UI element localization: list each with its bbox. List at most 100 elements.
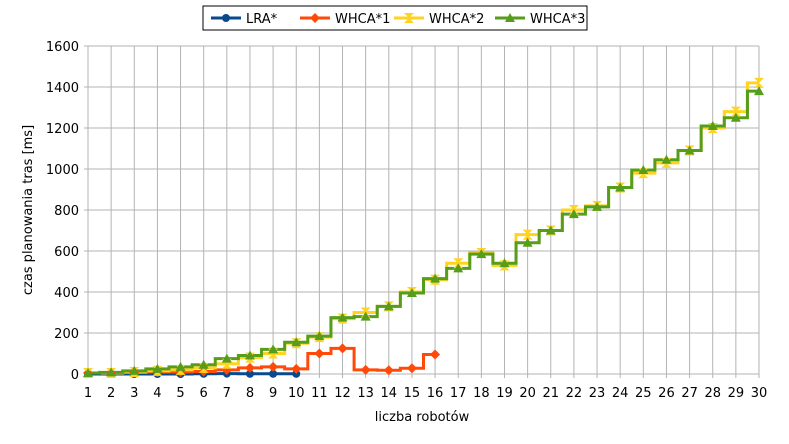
data-point-whca-3	[568, 209, 579, 219]
data-point-whca-1	[291, 363, 302, 374]
x-tick-label: 11	[311, 386, 328, 401]
data-point-whca-3	[383, 301, 394, 311]
data-point-whca-3	[522, 237, 533, 247]
data-point-whca-3	[545, 225, 556, 235]
x-tick-label: 2	[107, 386, 115, 401]
y-tick-label: 1000	[46, 163, 79, 178]
legend-marker-whca-1	[310, 13, 320, 23]
data-point-whca-3	[499, 258, 510, 268]
x-tick-label: 14	[381, 386, 398, 401]
x-tick-label: 19	[496, 386, 513, 401]
x-tick-label: 25	[635, 386, 652, 401]
x-tick-label: 4	[153, 386, 161, 401]
y-tick-label: 600	[54, 245, 79, 260]
legend-marker-whca-3	[505, 13, 515, 22]
data-point-whca-1	[268, 361, 279, 372]
y-axis-title: czas planowania tras [ms]	[21, 125, 36, 295]
data-point-whca-3	[221, 353, 232, 363]
legend-label-whca-1: WHCA*1	[335, 12, 390, 27]
legend-label-lra-: LRA*	[246, 12, 278, 27]
data-point-whca-1	[337, 343, 348, 354]
x-tick-label: 20	[519, 386, 536, 401]
data-point-whca-3	[337, 312, 348, 322]
legend-label-whca-3: WHCA*3	[530, 12, 585, 27]
data-point-whca-3	[638, 165, 649, 175]
series-line-whca-3	[88, 89, 759, 375]
data-point-whca-3	[476, 249, 487, 259]
x-tick-label: 16	[427, 386, 444, 401]
data-point-whca-2	[453, 258, 464, 269]
x-tick-label: 17	[450, 386, 467, 401]
data-point-whca-1	[430, 349, 441, 360]
data-point-whca-3	[268, 344, 279, 354]
data-point-whca-1	[314, 348, 325, 359]
x-tick-label: 29	[728, 386, 745, 401]
data-point-whca-3	[684, 145, 695, 155]
x-tick-label: 10	[288, 386, 305, 401]
data-point-whca-2	[522, 229, 533, 240]
data-point-whca-3	[175, 361, 186, 371]
data-point-whca-1	[383, 365, 394, 376]
data-point-lra-	[269, 369, 278, 378]
x-axis-title: liczba robotów	[375, 410, 470, 425]
marker-layer	[83, 77, 764, 378]
tick-labels: 1 2 3 4 5 6 7 8 9 10 11 12 13 14 15 16 17 18 19 20 21 22 23 24 2…	[46, 40, 767, 401]
data-point-whca-1	[244, 362, 255, 373]
x-tick-label: 28	[704, 386, 721, 401]
grid	[87, 45, 760, 375]
data-point-whca-1	[360, 364, 371, 375]
data-point-whca-3	[707, 120, 718, 130]
x-tick-label: 13	[357, 386, 374, 401]
x-tick-label: 18	[473, 386, 490, 401]
y-tick-label: 1600	[46, 40, 79, 55]
data-point-whca-3	[198, 359, 209, 369]
y-tick-label: 400	[54, 286, 79, 301]
data-point-whca-3	[360, 311, 371, 321]
data-point-whca-3	[592, 201, 603, 211]
x-tick-label: 23	[589, 386, 606, 401]
data-point-whca-3	[244, 350, 255, 360]
x-tick-label: 24	[612, 386, 629, 401]
legend-marker-lra-	[222, 14, 230, 22]
x-tick-label: 12	[334, 386, 351, 401]
y-tick-label: 800	[54, 204, 79, 219]
y-tick-label: 200	[54, 327, 79, 342]
x-tick-label: 7	[223, 386, 231, 401]
y-tick-label: 1200	[46, 122, 79, 137]
data-point-whca-1	[406, 363, 417, 374]
data-point-whca-3	[453, 263, 464, 273]
data-point-whca-2	[730, 106, 741, 117]
data-point-whca-3	[83, 367, 93, 377]
x-tick-label: 8	[246, 386, 254, 401]
x-tick-label: 3	[130, 386, 138, 401]
x-tick-label: 6	[200, 386, 208, 401]
y-tick-label: 1400	[46, 81, 79, 96]
data-point-whca-2	[754, 77, 764, 88]
data-point-whca-3	[615, 182, 626, 192]
data-point-whca-3	[754, 86, 764, 96]
data-point-whca-3	[291, 337, 302, 347]
legend-label-whca-2: WHCA*2	[429, 12, 484, 27]
x-tick-label: 21	[542, 386, 559, 401]
data-point-whca-3	[129, 365, 140, 375]
data-point-whca-3	[730, 112, 741, 122]
x-tick-label: 1	[84, 386, 92, 401]
axes	[84, 45, 760, 378]
x-tick-label: 30	[751, 386, 768, 401]
data-point-whca-3	[314, 331, 325, 341]
x-tick-label: 15	[404, 386, 421, 401]
legend-marker-whca-2	[404, 13, 414, 23]
data-point-whca-3	[152, 363, 163, 373]
x-tick-label: 26	[658, 386, 675, 401]
data-point-whca-3	[661, 154, 672, 164]
data-point-lra-	[245, 369, 254, 378]
series-layer	[88, 81, 759, 376]
x-tick-label: 5	[176, 386, 184, 401]
series-line-whca-2	[88, 81, 759, 375]
x-tick-label: 22	[566, 386, 583, 401]
legend: LRA* WHCA*1 WHCA*2 WHCA*3	[202, 5, 588, 31]
x-tick-label: 27	[681, 386, 698, 401]
x-tick-label: 9	[269, 386, 277, 401]
